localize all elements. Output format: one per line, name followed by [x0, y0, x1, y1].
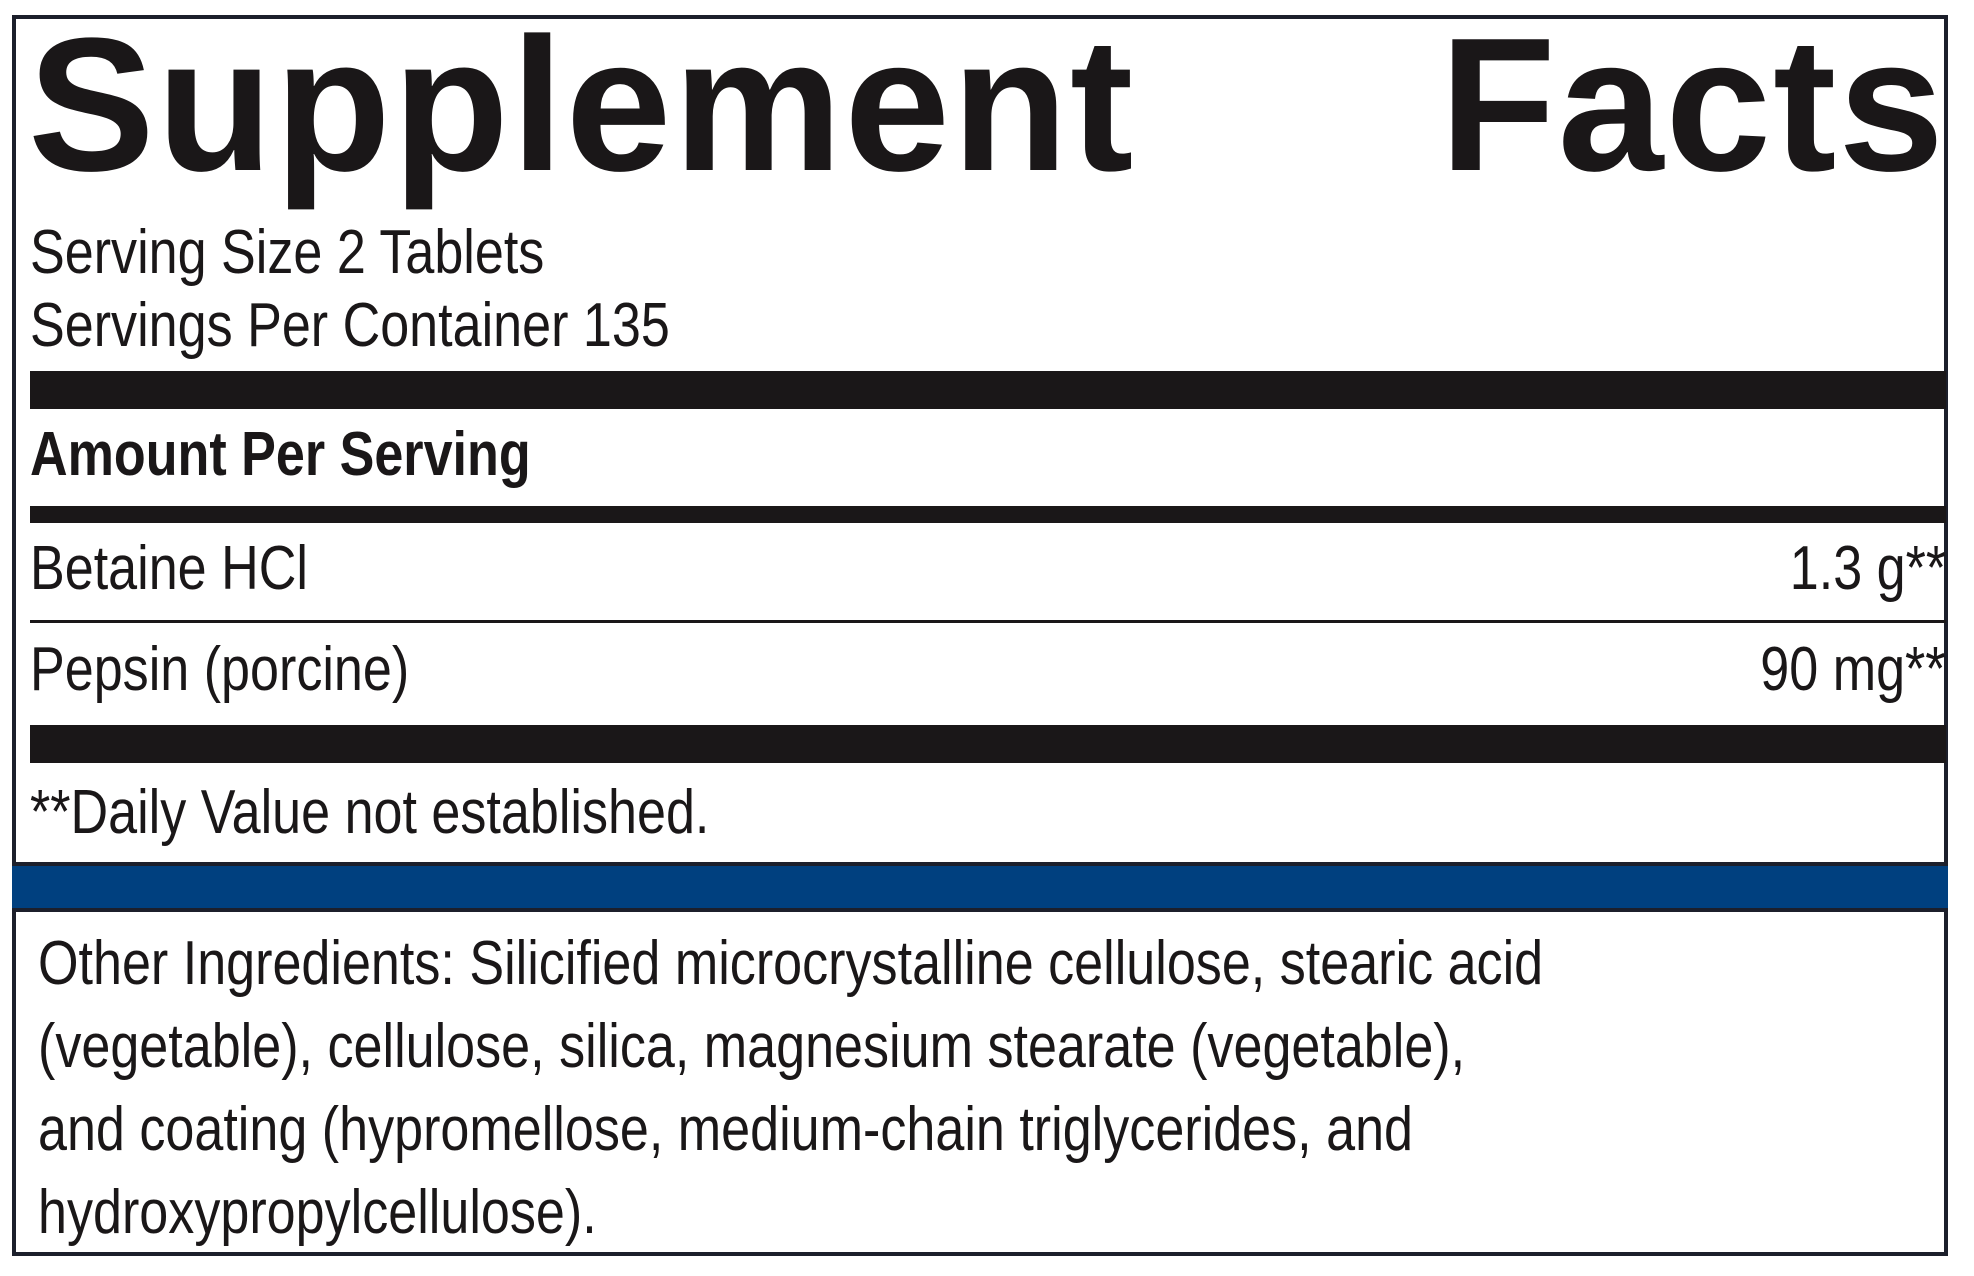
other-ingredients: Other Ingredients: Silicified microcryst… — [38, 922, 1928, 1254]
amount-per-serving-header: Amount Per Serving — [30, 420, 531, 489]
daily-value-footnote: **Daily Value not established. — [30, 778, 710, 847]
other-ingredients-line: Other Ingredients: Silicified microcryst… — [38, 929, 1544, 998]
row-divider — [30, 620, 1946, 623]
ingredient-name: Betaine HCl — [30, 534, 308, 603]
medium-divider — [30, 506, 1946, 523]
other-ingredients-line: hydroxypropylcellulose). — [38, 1178, 597, 1247]
serving-size: Serving Size 2 Tablets — [30, 218, 545, 287]
thick-divider — [30, 725, 1946, 763]
title-word-supplement: Supplement — [28, 0, 1136, 211]
servings-per-container: Servings Per Container 135 — [30, 291, 670, 360]
thick-divider — [30, 371, 1946, 409]
ingredient-amount: 90 mg** — [1760, 635, 1946, 704]
ingredient-name: Pepsin (porcine) — [30, 635, 410, 704]
supplement-facts-panel — [12, 15, 1948, 1256]
ingredient-amount: 1.3 g** — [1789, 534, 1946, 603]
panel-title: Supplement Facts — [28, 0, 1946, 211]
accent-band — [12, 862, 1948, 912]
other-ingredients-line: (vegetable), cellulose, silica, magnesiu… — [38, 1012, 1466, 1081]
other-ingredients-line: and coating (hypromellose, medium-chain … — [38, 1095, 1414, 1164]
title-word-facts: Facts — [1439, 0, 1946, 211]
